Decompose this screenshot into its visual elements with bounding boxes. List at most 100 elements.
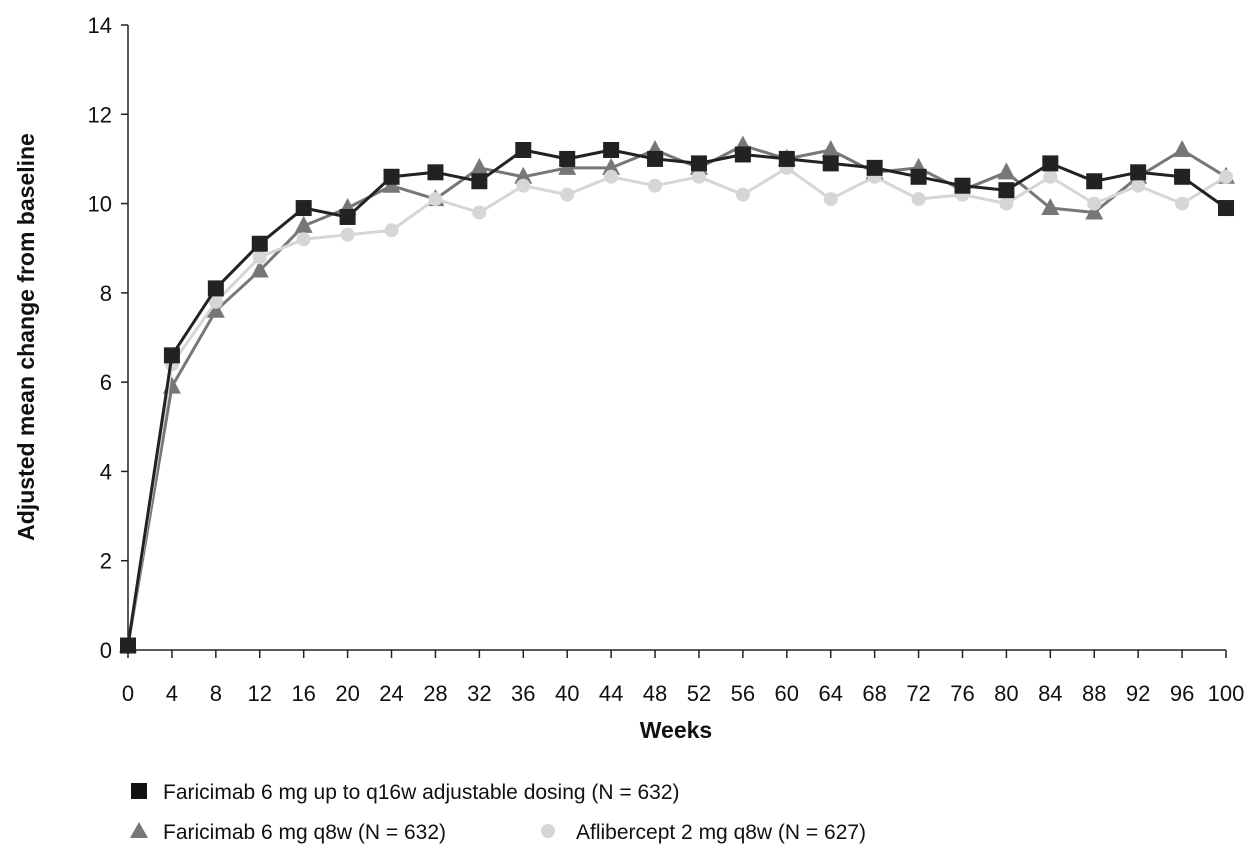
axes [121, 24, 1227, 658]
legend-circle-marker [541, 824, 555, 838]
legend-item-aflibercept: Aflibercept 2 mg q8w (N = 627) [541, 821, 866, 844]
series-layer [119, 135, 1235, 654]
y-tick-label: 6 [100, 370, 112, 395]
series-line-square [126, 148, 1227, 646]
x-tick-label: 48 [643, 681, 667, 706]
x-tick-label: 24 [379, 681, 403, 706]
x-tick-label: 92 [1126, 681, 1150, 706]
data-point-square [120, 637, 136, 654]
x-axis-title: Weeks [640, 717, 712, 743]
legend-item-faricimab-q8w: Faricimab 6 mg q8w (N = 632) [130, 821, 446, 844]
data-point-circle [296, 232, 311, 247]
data-point-circle [340, 227, 355, 242]
x-tick-label: 80 [994, 681, 1018, 706]
y-axis-title: Adjusted mean change from baseline [13, 133, 39, 541]
data-point-square [1042, 155, 1059, 172]
x-tick-label: 76 [950, 681, 974, 706]
data-point-square [559, 150, 576, 167]
y-tick-labels: 0 2 4 6 8 10 12 14 [88, 13, 112, 663]
x-tick-label: 12 [248, 681, 272, 706]
x-tick-label: 56 [731, 681, 755, 706]
data-point-square [1086, 173, 1103, 190]
data-point-square [295, 200, 312, 217]
x-tick-label: 88 [1082, 681, 1106, 706]
legend-item-faricimab-q16w: Faricimab 6 mg up to q16w adjustable dos… [131, 781, 680, 804]
data-point-circle [648, 178, 663, 193]
x-tick-labels: 0 4 8 12 16 20 24 28 32 36 40 44 48 52 56 60 64 68 72 76 80 8… [122, 681, 1244, 706]
series-circle [121, 160, 1233, 653]
data-point-square [163, 347, 180, 364]
data-point-circle [560, 187, 575, 202]
data-point-square [647, 150, 664, 167]
data-point-circle [999, 196, 1014, 211]
data-point-circle [735, 187, 750, 202]
data-point-circle [208, 294, 223, 309]
data-point-triangle [206, 300, 225, 318]
data-point-square [427, 164, 444, 181]
data-point-triangle [1085, 202, 1104, 220]
legend-label-faricimab-q16w: Faricimab 6 mg up to q16w adjustable dos… [163, 781, 680, 804]
data-point-circle [1043, 169, 1058, 184]
x-tick-label: 100 [1208, 681, 1245, 706]
data-point-circle [1131, 178, 1146, 193]
x-tick-label: 36 [511, 681, 535, 706]
x-tick-label: 0 [122, 681, 134, 706]
data-point-circle [1175, 196, 1190, 211]
data-point-circle [604, 169, 619, 184]
data-point-circle [1087, 196, 1102, 211]
data-point-square [515, 142, 532, 158]
data-point-square [1218, 200, 1234, 217]
series-triangle [119, 135, 1235, 653]
data-point-circle [428, 192, 443, 207]
data-point-square [822, 155, 839, 172]
data-point-square [1130, 164, 1147, 181]
data-point-square [998, 182, 1015, 199]
data-point-triangle [1173, 140, 1192, 157]
x-tick-label: 28 [423, 681, 447, 706]
data-point-circle [823, 192, 838, 207]
data-point-square [339, 208, 356, 225]
y-tick-label: 12 [88, 102, 112, 127]
legend-label-aflibercept: Aflibercept 2 mg q8w (N = 627) [576, 821, 866, 844]
x-tick-label: 4 [166, 681, 178, 706]
data-point-square [251, 235, 268, 252]
data-point-circle [472, 205, 487, 220]
data-point-square [383, 168, 400, 185]
legend: Faricimab 6 mg up to q16w adjustable dos… [130, 781, 866, 844]
x-tick-label: 68 [862, 681, 886, 706]
data-point-circle [1219, 169, 1233, 184]
x-tick-label: 44 [599, 681, 623, 706]
data-point-triangle [997, 162, 1016, 180]
series-line-circle [126, 166, 1227, 646]
data-point-circle [516, 178, 531, 193]
data-point-triangle [250, 260, 269, 278]
data-point-circle [911, 192, 926, 207]
data-point-triangle [294, 215, 313, 233]
x-tick-label: 84 [1038, 681, 1062, 706]
x-tick-label: 40 [555, 681, 579, 706]
data-point-square [778, 150, 795, 167]
data-point-triangle [821, 140, 840, 157]
y-tick-label: 10 [88, 192, 112, 217]
legend-square-marker [131, 783, 147, 799]
x-tick-label: 20 [335, 681, 359, 706]
data-point-circle [384, 223, 399, 238]
data-point-triangle [602, 157, 621, 175]
data-point-triangle [514, 166, 533, 184]
data-point-square [603, 142, 620, 158]
data-point-triangle [1041, 198, 1060, 216]
y-tick-label: 0 [100, 638, 112, 663]
data-point-square [910, 168, 927, 185]
data-point-square [1174, 168, 1191, 185]
legend-label-faricimab-q8w: Faricimab 6 mg q8w (N = 632) [163, 821, 446, 844]
data-point-circle [691, 169, 706, 184]
x-tick-label: 52 [687, 681, 711, 706]
data-point-triangle [470, 157, 489, 175]
data-point-square [471, 173, 488, 190]
data-point-circle [252, 250, 267, 265]
x-tick-label: 72 [906, 681, 930, 706]
legend-triangle-marker [130, 822, 148, 838]
x-tick-label: 64 [818, 681, 842, 706]
data-point-square [866, 159, 883, 176]
